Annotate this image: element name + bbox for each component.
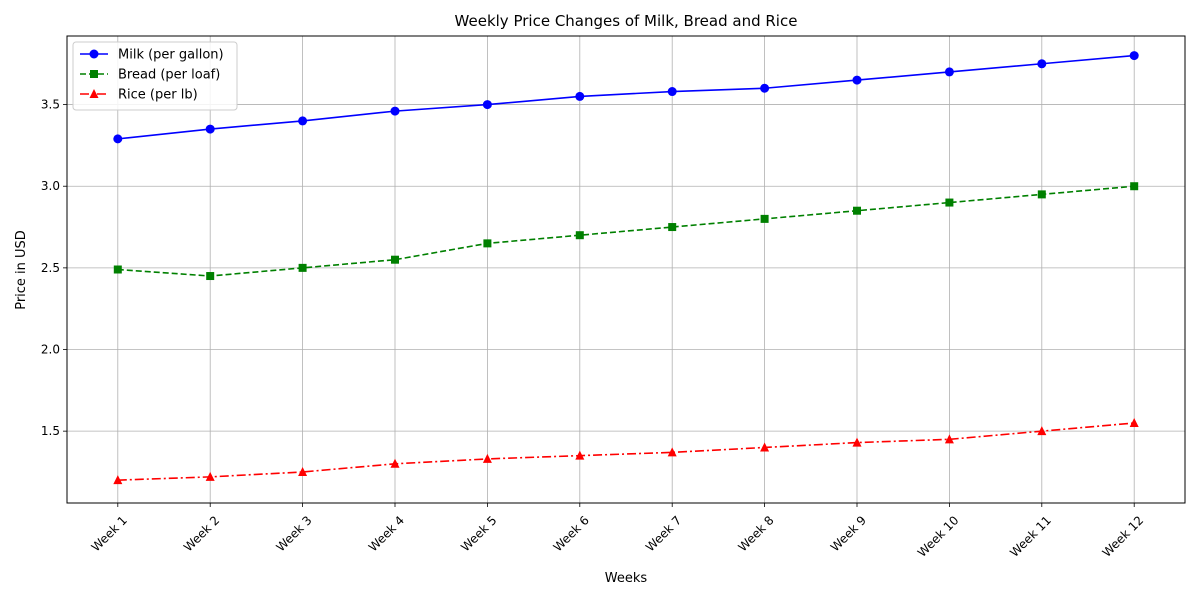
y-tick-label: 3.0: [41, 179, 60, 193]
data-point: [575, 91, 585, 101]
series-line: [117, 185, 1135, 277]
data-point: [483, 239, 492, 248]
legend-label: Milk (per gallon): [118, 48, 224, 63]
data-point: [206, 272, 215, 281]
data-point: [853, 206, 861, 215]
chart-title: Weekly Price Changes of Milk, Bread and …: [455, 12, 798, 30]
data-point: [575, 231, 584, 240]
legend-label: Bread (per loaf): [118, 68, 220, 83]
data-point: [760, 83, 770, 93]
y-axis-label: Price in USD: [14, 230, 29, 310]
plot-frame: [66, 35, 1186, 504]
data-point: [575, 450, 585, 460]
x-tick-label: Week 5: [458, 513, 499, 554]
data-point: [1037, 190, 1046, 199]
data-point: [944, 434, 954, 444]
data-point: [668, 223, 677, 232]
x-tick-label: Week 1: [89, 513, 130, 554]
x-tick-label: Week 12: [1100, 513, 1147, 560]
data-point: [1129, 51, 1139, 61]
series-2: [113, 417, 1139, 485]
data-point: [205, 124, 215, 134]
x-tick-label: Week 7: [643, 513, 684, 554]
series-group: [113, 51, 1139, 485]
data-point: [390, 458, 400, 468]
grid-lines: [67, 36, 1185, 503]
legend-marker: [90, 70, 98, 78]
data-point: [298, 116, 308, 126]
data-point: [667, 87, 677, 97]
data-point: [1130, 182, 1139, 191]
data-point: [852, 75, 862, 85]
x-tick-label: Week 11: [1007, 513, 1054, 560]
data-point: [298, 466, 308, 476]
data-point: [1129, 417, 1139, 427]
data-point: [945, 198, 954, 207]
x-tick-label: Week 4: [366, 513, 407, 554]
x-tick-label: Week 6: [551, 513, 592, 554]
y-tick-label: 3.5: [41, 98, 60, 112]
x-tick-label: Week 3: [273, 513, 314, 554]
axis-ticks: Week 1 Week 2 Week 3 Week 4 Week 5 Week 6 Week…: [41, 98, 1146, 560]
data-point: [113, 134, 123, 144]
data-point: [482, 453, 492, 463]
x-tick-label: Week 2: [181, 513, 222, 554]
data-point: [1037, 59, 1047, 69]
x-axis-label: Weeks: [605, 571, 648, 586]
data-point: [852, 437, 862, 447]
legend-marker: [89, 49, 99, 59]
data-point: [760, 442, 770, 452]
series-1: [113, 182, 1139, 281]
y-tick-label: 2.0: [41, 343, 60, 357]
series-line: [117, 422, 1135, 481]
y-tick-label: 2.5: [41, 261, 60, 275]
x-tick-label: Week 10: [915, 513, 962, 560]
data-point: [1037, 426, 1047, 436]
x-tick-label: Week 9: [828, 513, 869, 554]
data-point: [482, 100, 492, 110]
data-point: [298, 263, 307, 272]
data-point: [113, 475, 123, 485]
legend-marker: [89, 89, 99, 98]
data-point: [667, 447, 677, 457]
legend-label: Rice (per lb): [118, 88, 198, 103]
legend: Milk (per gallon) Bread (per loaf) Rice (p…: [72, 41, 238, 111]
legend-box: [72, 41, 238, 111]
data-point: [760, 214, 769, 223]
series-line: [117, 54, 1135, 140]
y-tick-label: 1.5: [41, 424, 60, 438]
data-point: [944, 67, 954, 77]
series-0: [113, 51, 1139, 144]
data-point: [113, 265, 122, 274]
x-tick-label: Week 8: [735, 513, 776, 554]
data-point: [391, 255, 399, 264]
data-point: [390, 106, 400, 116]
data-point: [205, 471, 215, 481]
